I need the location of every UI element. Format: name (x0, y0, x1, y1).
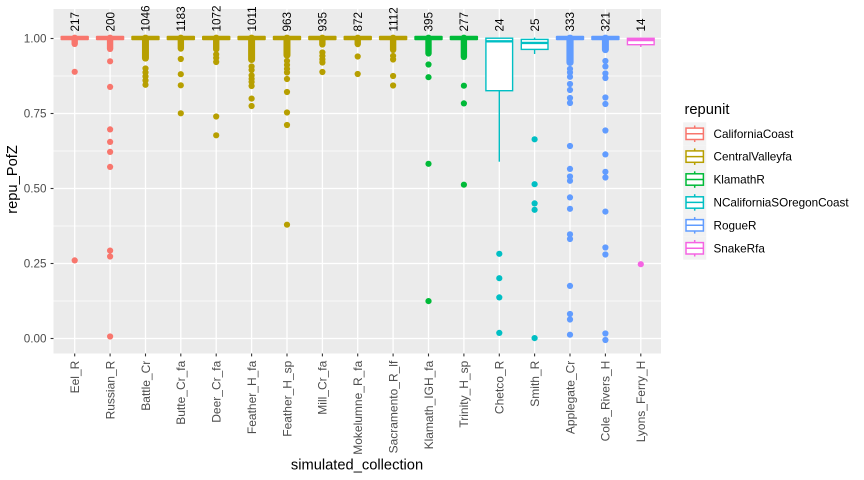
svg-text:KlamathR: KlamathR (714, 174, 765, 187)
svg-text:NCaliforniaSOregonCoast: NCaliforniaSOregonCoast (714, 197, 850, 210)
svg-text:Battle_Cr: Battle_Cr (139, 361, 153, 411)
svg-text:0.75: 0.75 (24, 108, 47, 121)
svg-text:963: 963 (281, 12, 294, 32)
svg-text:Russian_R: Russian_R (103, 360, 117, 419)
svg-text:1.00: 1.00 (24, 33, 47, 46)
svg-text:217: 217 (69, 12, 82, 32)
svg-text:CaliforniaCoast: CaliforniaCoast (714, 128, 795, 141)
svg-text:200: 200 (104, 11, 117, 31)
svg-text:872: 872 (352, 12, 365, 32)
svg-text:277: 277 (458, 12, 471, 32)
svg-text:RogueR: RogueR (714, 219, 757, 232)
svg-text:SnakeRfa: SnakeRfa (714, 242, 766, 255)
svg-text:1072: 1072 (210, 5, 223, 31)
svg-text:Mill_Cr_fa: Mill_Cr_fa (316, 360, 330, 414)
svg-text:25: 25 (529, 18, 542, 32)
svg-text:0.00: 0.00 (24, 333, 47, 346)
svg-text:repu_PofZ: repu_PofZ (5, 145, 21, 214)
svg-text:0.25: 0.25 (24, 258, 47, 271)
svg-text:CentralValleyfa: CentralValleyfa (714, 151, 793, 164)
svg-text:24: 24 (494, 18, 507, 32)
svg-text:321: 321 (600, 12, 613, 32)
svg-text:Eel_R: Eel_R (68, 360, 82, 393)
svg-text:Cole_Rivers_H: Cole_Rivers_H (599, 361, 613, 442)
svg-text:1011: 1011 (246, 6, 259, 31)
svg-text:Applegate_Cr: Applegate_Cr (563, 361, 577, 434)
svg-text:14: 14 (635, 18, 648, 32)
svg-text:Klamath_IGH_fa: Klamath_IGH_fa (422, 360, 436, 449)
svg-text:Feather_H_fa: Feather_H_fa (245, 360, 259, 434)
svg-text:repunit: repunit (685, 102, 730, 118)
svg-text:Feather_H_sp: Feather_H_sp (280, 360, 294, 436)
svg-text:0.50: 0.50 (24, 183, 47, 196)
svg-text:Trinity_H_sp: Trinity_H_sp (457, 360, 471, 427)
svg-text:935: 935 (317, 11, 330, 31)
svg-text:Butte_Cr_fa: Butte_Cr_fa (174, 360, 188, 424)
svg-text:395: 395 (423, 11, 436, 31)
svg-text:simulated_collection: simulated_collection (291, 458, 423, 474)
svg-text:Sacramento_R_lf: Sacramento_R_lf (386, 360, 400, 453)
svg-text:1046: 1046 (140, 5, 153, 31)
svg-text:333: 333 (564, 12, 577, 32)
svg-text:Chetco_R: Chetco_R (493, 360, 507, 414)
svg-text:1183: 1183 (175, 6, 188, 31)
svg-text:Smith_R: Smith_R (528, 360, 542, 406)
svg-text:Lyons_Ferry_H: Lyons_Ferry_H (634, 361, 648, 443)
svg-text:Deer_Cr_fa: Deer_Cr_fa (210, 360, 224, 422)
svg-text:Mokelumne_R_fa: Mokelumne_R_fa (351, 360, 365, 454)
svg-text:1112: 1112 (387, 7, 400, 31)
